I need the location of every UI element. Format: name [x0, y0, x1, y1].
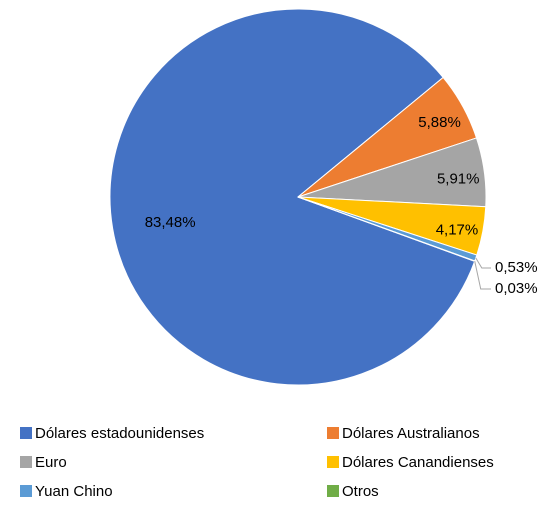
data-label: 4,17%: [436, 221, 479, 238]
leader-line: [474, 261, 491, 290]
data-label: 0,03%: [495, 280, 538, 297]
legend-label: Dólares Canandienses: [342, 454, 494, 471]
legend-swatch: [20, 427, 32, 439]
pie-slice: [109, 8, 476, 386]
legend-label: Euro: [35, 454, 67, 471]
leader-line: [475, 257, 491, 269]
legend-label: Dólares Australianos: [342, 425, 480, 442]
legend-swatch: [327, 485, 339, 497]
legend-swatch: [327, 456, 339, 468]
data-label: 0,53%: [495, 259, 538, 276]
legend-label: Otros: [342, 483, 379, 500]
legend-label: Yuan Chino: [35, 483, 113, 500]
data-label: 5,91%: [437, 170, 480, 187]
legend-label: Dólares estadounidenses: [35, 425, 204, 442]
legend-swatch: [327, 427, 339, 439]
data-label: 83,48%: [145, 214, 196, 231]
legend-swatch: [20, 456, 32, 468]
legend-swatch: [20, 485, 32, 497]
data-label: 5,88%: [418, 114, 461, 131]
